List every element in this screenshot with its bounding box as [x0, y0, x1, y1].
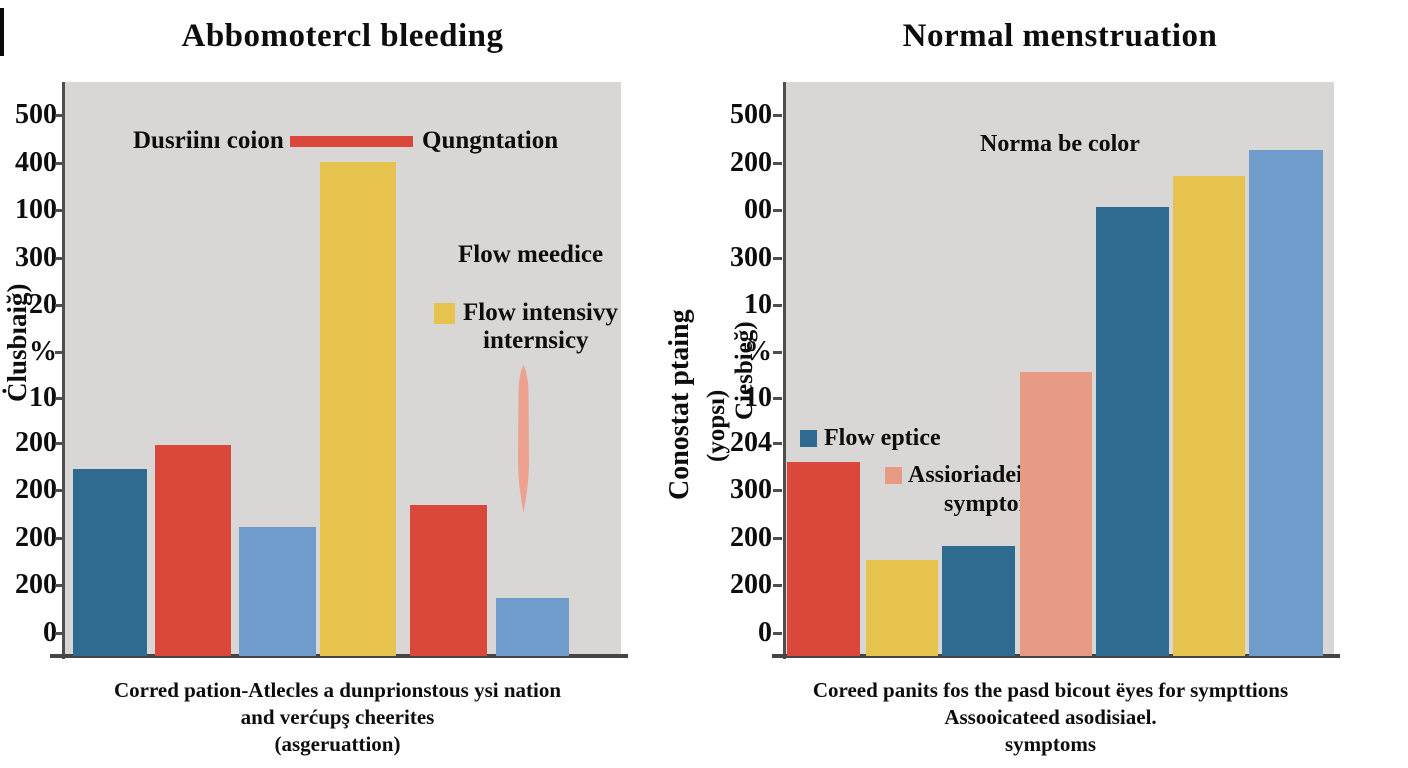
y-tick-mark — [773, 351, 782, 354]
left-xlabel-line1: Corred pation-Atlecles a dunprionstous y… — [113, 678, 562, 702]
y-tick-mark — [773, 442, 782, 445]
y-tick-label: 200 — [15, 427, 57, 458]
right-chart-title: Normal menstruation — [902, 18, 1218, 54]
left-x-axis-line — [50, 654, 628, 658]
bar-red — [787, 462, 860, 656]
bar-red — [410, 505, 487, 656]
right-xlabel-line3: symptoms — [1004, 732, 1096, 756]
teardrop-marker-icon — [518, 365, 529, 513]
y-tick-mark — [55, 442, 63, 445]
red-line-swatch — [290, 136, 413, 147]
right-xlabel-line2: Assooicateed asodisiael. — [944, 705, 1157, 729]
blue-square-swatch — [800, 430, 817, 447]
edge-artifact-mark — [0, 8, 4, 56]
y-tick-mark — [55, 162, 63, 165]
y-tick-mark — [773, 304, 782, 307]
legend-quantitation-label: Qungntation — [422, 127, 559, 154]
y-tick-mark — [55, 632, 63, 635]
y-tick-mark — [55, 537, 63, 540]
right-xlabel-line1: Coreed panits fos the pasd bicout ëyes f… — [812, 678, 1289, 702]
y-tick-label: 200 — [730, 522, 772, 553]
bar-red — [155, 445, 231, 656]
y-tick-label: 100 — [15, 194, 57, 225]
y-tick-label: 0 — [758, 617, 772, 648]
y-tick-mark — [773, 584, 782, 587]
y-tick-mark — [773, 162, 782, 165]
y-tick-mark — [55, 257, 63, 260]
y-tick-mark — [55, 114, 63, 117]
right-y-axis-line — [783, 82, 786, 659]
bar-dark_blue — [73, 469, 147, 656]
legend-normal-color-label: Norma be color — [980, 131, 1140, 157]
bar-dark_blue — [942, 546, 1015, 656]
bar-yellow — [320, 162, 396, 656]
bar-light_blue — [496, 598, 569, 656]
y-tick-label: 200 — [15, 522, 57, 553]
teardrop-shape — [518, 365, 529, 513]
y-tick-mark — [55, 584, 63, 587]
left-x-axis-label: Corred pation-Atlecles a dunprionstous y… — [25, 677, 650, 758]
legend-flow-intensity-line2: internsicy — [483, 327, 589, 354]
right-x-axis-label: Coreed panits fos the pasd bicout ëyes f… — [738, 677, 1363, 758]
y-tick-label: 400 — [15, 147, 57, 178]
y-tick-mark — [773, 537, 782, 540]
y-tick-mark — [773, 489, 782, 492]
y-tick-label: 300 — [15, 242, 57, 273]
y-tick-mark — [773, 632, 782, 635]
y-tick-label: 00 — [744, 194, 772, 225]
y-tick-label: 300 — [730, 242, 772, 273]
y-tick-mark — [55, 209, 63, 212]
y-tick-label: 200 — [15, 569, 57, 600]
y-tick-label: 20 — [29, 289, 57, 320]
y-tick-mark — [55, 397, 63, 400]
left-chart-title: Abbomotercl bleeding — [181, 18, 504, 54]
y-tick-mark — [773, 209, 782, 212]
salmon-square-swatch — [885, 467, 902, 484]
y-tick-label: % — [744, 336, 772, 367]
left-xlabel-line3: (asgeruattion) — [274, 732, 401, 756]
legend-flow-intensity-line1: Flow intensivy — [463, 299, 618, 326]
y-tick-mark — [773, 257, 782, 260]
y-tick-label: 10 — [29, 382, 57, 413]
legend-flow-eptice-label: Flow eptice — [824, 425, 941, 451]
y-tick-label: 300 — [730, 474, 772, 505]
y-tick-mark — [55, 489, 63, 492]
y-tick-label: % — [29, 336, 57, 367]
bar-yellow — [866, 560, 938, 656]
yellow-square-swatch — [434, 303, 455, 324]
y-tick-label: 10 — [744, 382, 772, 413]
right-x-axis-line — [772, 654, 1340, 658]
bar-dark_blue — [1096, 207, 1169, 656]
y-tick-label: 200 — [730, 147, 772, 178]
y-tick-label: 10 — [744, 289, 772, 320]
y-tick-mark — [773, 397, 782, 400]
y-tick-label: 204 — [730, 427, 772, 458]
y-tick-label: 0 — [43, 617, 57, 648]
bar-salmon — [1020, 372, 1092, 656]
legend-duration-label: Dusriinı coion — [133, 127, 284, 154]
y-tick-label: 200 — [15, 474, 57, 505]
left-xlabel-line2: and verćupş cheerites — [240, 705, 435, 729]
y-tick-label: 200 — [730, 569, 772, 600]
bar-light_blue — [1249, 150, 1323, 656]
bar-light_blue — [239, 527, 316, 656]
left-y-axis-line — [62, 82, 65, 659]
bar-yellow — [1173, 176, 1245, 656]
y-tick-mark — [55, 351, 63, 354]
y-tick-label: 500 — [730, 99, 772, 130]
y-tick-mark — [773, 114, 782, 117]
y-tick-label: 500 — [15, 99, 57, 130]
y-tick-mark — [55, 304, 63, 307]
legend-flow-medice-label: Flow meedice — [458, 241, 604, 268]
